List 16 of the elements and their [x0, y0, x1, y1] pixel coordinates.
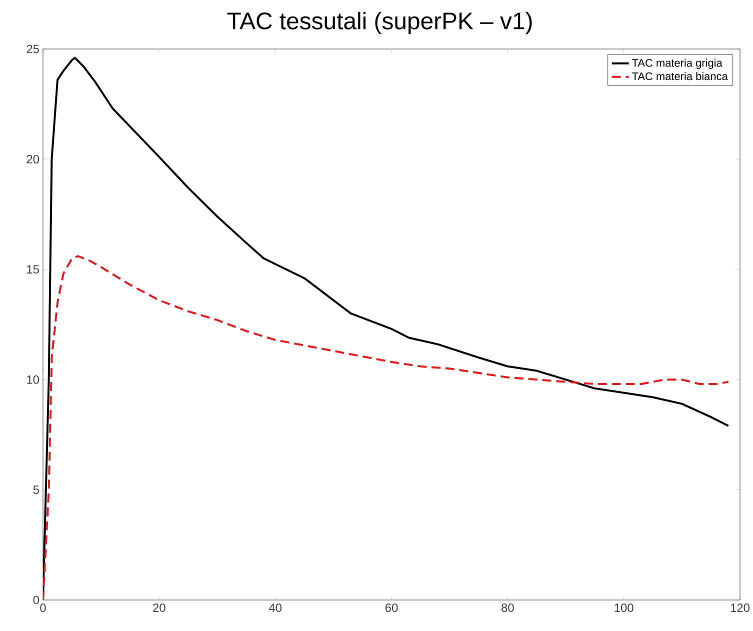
- x-tick-label: 40: [268, 604, 282, 612]
- x-tick-label: 120: [730, 604, 750, 612]
- x-tick-label: 80: [502, 604, 514, 612]
- y-tick-label: 10: [27, 375, 40, 384]
- legend-label: TAC materia bianca: [632, 72, 728, 80]
- x-tick-label: 0: [40, 604, 46, 612]
- y-tick-label: 20: [26, 154, 40, 164]
- legend-label: TAC materia grigia: [632, 58, 722, 69]
- chart-title: TAC tessutali (superPK – v1): [227, 12, 532, 34]
- x-tick-label: 60: [385, 604, 398, 612]
- y-tick-label: 25: [26, 44, 39, 54]
- x-tick-label: 20: [153, 604, 166, 612]
- y-tick-label: 0: [33, 596, 40, 604]
- x-tick-label: 100: [614, 604, 634, 612]
- y-tick-label: 5: [33, 486, 39, 494]
- y-tick-label: 15: [27, 265, 39, 274]
